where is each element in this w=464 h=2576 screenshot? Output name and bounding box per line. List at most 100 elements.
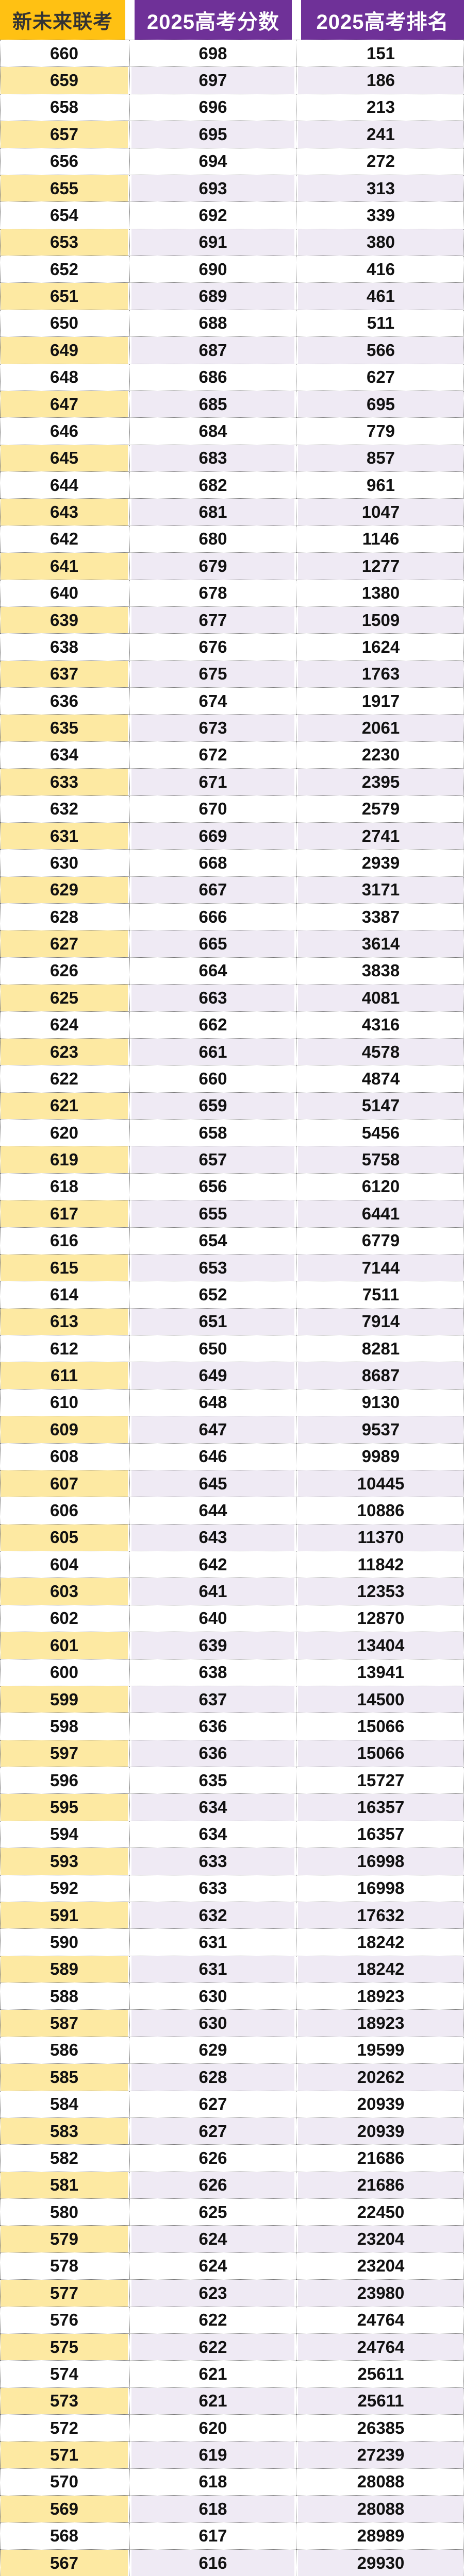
header-label-gaokao-score: 2025高考分数 xyxy=(135,0,292,40)
gaokao-score-value: 625 xyxy=(198,2202,227,2222)
joint-exam-score-value: 644 xyxy=(49,475,79,495)
gaokao-rank-value: 7914 xyxy=(298,1308,463,1335)
gaokao-rank-value: 21686 xyxy=(357,2148,405,2167)
gaokao-score-value: 651 xyxy=(131,1308,294,1335)
joint-exam-score-value: 609 xyxy=(1,1416,128,1443)
gaokao-rank-value: 10886 xyxy=(357,1500,405,1520)
joint-exam-score-cell: 615 xyxy=(0,1254,130,1282)
gaokao-rank-value: 961 xyxy=(366,475,395,495)
joint-exam-score-cell: 569 xyxy=(0,2496,130,2523)
gaokao-rank-value: 3614 xyxy=(298,930,463,957)
gaokao-rank-value: 15066 xyxy=(357,1716,405,1736)
gaokao-score-value: 627 xyxy=(198,2094,227,2114)
table-row: 627 665 3614 xyxy=(0,930,464,958)
joint-exam-score-value: 645 xyxy=(1,445,128,471)
gaokao-rank-value: 16998 xyxy=(298,1848,463,1875)
joint-exam-score-cell: 657 xyxy=(0,121,130,148)
gaokao-rank-cell: 6441 xyxy=(296,1200,464,1228)
joint-exam-score-cell: 622 xyxy=(0,1065,130,1093)
joint-exam-score-cell: 598 xyxy=(0,1713,130,1740)
joint-exam-score-cell: 617 xyxy=(0,1200,130,1228)
table-row: 592 633 16998 xyxy=(0,1875,464,1902)
gaokao-score-value: 620 xyxy=(198,2418,227,2437)
gaokao-rank-value: 18242 xyxy=(357,1932,405,1952)
joint-exam-score-cell: 618 xyxy=(0,1173,130,1201)
joint-exam-score-cell: 638 xyxy=(0,634,130,661)
joint-exam-score-value: 605 xyxy=(1,1524,128,1551)
gaokao-score-value: 695 xyxy=(131,121,294,148)
table-row: 605 643 11370 xyxy=(0,1524,464,1551)
joint-exam-score-value: 576 xyxy=(49,2310,79,2330)
joint-exam-score-cell: 611 xyxy=(0,1362,130,1389)
table-row: 600 638 13941 xyxy=(0,1659,464,1686)
gaokao-score-value: 622 xyxy=(131,2333,294,2361)
joint-exam-score-value: 643 xyxy=(1,499,128,526)
gaokao-score-cell: 651 xyxy=(130,1308,296,1335)
gaokao-score-value: 623 xyxy=(131,2280,294,2307)
joint-exam-score-cell: 629 xyxy=(0,876,130,904)
gaokao-score-cell: 644 xyxy=(130,1497,296,1524)
gaokao-score-value: 664 xyxy=(198,961,227,980)
gaokao-rank-cell: 23980 xyxy=(296,2280,464,2307)
joint-exam-score-cell: 625 xyxy=(0,985,130,1012)
joint-exam-score-cell: 581 xyxy=(0,2172,130,2199)
gaokao-rank-value: 11842 xyxy=(357,1554,404,1574)
gaokao-rank-value: 16998 xyxy=(357,1878,405,1898)
gaokao-rank-cell: 8281 xyxy=(296,1335,464,1363)
table-row: 638 676 1624 xyxy=(0,634,464,661)
gaokao-score-value: 638 xyxy=(198,1663,227,1682)
gaokao-rank-value: 779 xyxy=(366,421,395,440)
joint-exam-score-value: 654 xyxy=(49,205,79,225)
table-row: 606 644 10886 xyxy=(0,1497,464,1524)
joint-exam-score-cell: 614 xyxy=(0,1281,130,1309)
gaokao-score-cell: 669 xyxy=(130,822,296,850)
table-row: 654 692 339 xyxy=(0,202,464,229)
gaokao-score-value: 652 xyxy=(198,1284,227,1304)
gaokao-score-value: 693 xyxy=(131,175,294,202)
table-row: 634 672 2230 xyxy=(0,741,464,769)
gaokao-rank-cell: 28088 xyxy=(296,2468,464,2496)
gaokao-score-value: 637 xyxy=(131,1686,294,1713)
gaokao-rank-value: 1624 xyxy=(361,637,400,656)
gaokao-score-value: 645 xyxy=(131,1470,294,1497)
joint-exam-score-cell: 591 xyxy=(0,1902,130,1929)
gaokao-rank-cell: 18923 xyxy=(296,1983,464,2010)
gaokao-score-cell: 662 xyxy=(130,1011,296,1039)
gaokao-score-value: 649 xyxy=(131,1362,294,1389)
table-row: 660 698 151 xyxy=(0,40,464,67)
joint-exam-score-value: 620 xyxy=(49,1123,79,1142)
joint-exam-score-value: 653 xyxy=(1,229,128,256)
gaokao-rank-value: 313 xyxy=(298,175,463,202)
gaokao-rank-cell: 2939 xyxy=(296,850,464,877)
gaokao-score-value: 676 xyxy=(198,637,227,656)
gaokao-score-value: 673 xyxy=(131,715,294,741)
joint-exam-score-cell: 573 xyxy=(0,2387,130,2415)
table-row: 641 679 1277 xyxy=(0,553,464,580)
joint-exam-score-cell: 646 xyxy=(0,418,130,445)
gaokao-rank-value: 1146 xyxy=(362,529,400,549)
table-row: 604 642 11842 xyxy=(0,1551,464,1579)
gaokao-score-cell: 633 xyxy=(130,1875,296,1902)
table-row: 610 648 9130 xyxy=(0,1389,464,1417)
joint-exam-score-cell: 583 xyxy=(0,2117,130,2145)
gaokao-score-value: 679 xyxy=(131,553,294,580)
joint-exam-score-cell: 639 xyxy=(0,606,130,634)
gaokao-rank-cell: 20262 xyxy=(296,2064,464,2091)
table-row: 590 631 18242 xyxy=(0,1929,464,1956)
joint-exam-score-cell: 608 xyxy=(0,1443,130,1470)
gaokao-rank-value: 2579 xyxy=(361,799,400,819)
joint-exam-score-cell: 579 xyxy=(0,2226,130,2253)
gaokao-rank-cell: 4578 xyxy=(296,1038,464,1066)
table-row: 652 690 416 xyxy=(0,256,464,283)
gaokao-rank-cell: 2230 xyxy=(296,741,464,769)
gaokao-rank-cell: 627 xyxy=(296,364,464,391)
table-row: 637 675 1763 xyxy=(0,660,464,688)
gaokao-score-cell: 628 xyxy=(130,2064,296,2091)
gaokao-rank-cell: 18242 xyxy=(296,1929,464,1956)
joint-exam-score-value: 622 xyxy=(49,1069,79,1088)
joint-exam-score-value: 571 xyxy=(1,2442,128,2468)
joint-exam-score-cell: 651 xyxy=(0,283,130,310)
gaokao-score-value: 656 xyxy=(198,1177,227,1196)
gaokao-score-value: 641 xyxy=(131,1578,294,1605)
